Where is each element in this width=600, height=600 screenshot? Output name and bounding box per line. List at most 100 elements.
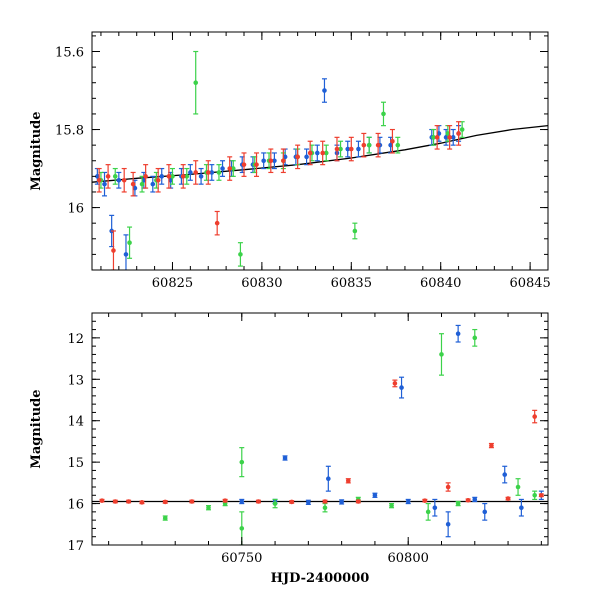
data-point — [116, 171, 122, 189]
data-point — [193, 160, 199, 185]
data-point — [482, 502, 488, 521]
data-point — [198, 167, 204, 185]
data-point — [389, 502, 395, 509]
y-tick-label: 16 — [67, 202, 84, 217]
data-point — [455, 500, 461, 507]
data-point — [431, 128, 437, 146]
data-point — [216, 164, 222, 181]
data-point — [505, 496, 511, 501]
data-point — [239, 447, 245, 478]
x-tick-label: 60835 — [331, 276, 372, 291]
data-point — [339, 499, 345, 505]
data-point — [187, 164, 193, 181]
data-point — [159, 167, 165, 185]
data-point — [255, 499, 261, 504]
data-point — [532, 409, 538, 424]
data-point — [392, 379, 398, 388]
data-point — [323, 144, 329, 162]
data-point — [502, 465, 508, 484]
data-point — [271, 152, 277, 170]
axes-frame — [91, 31, 549, 271]
data-point — [334, 136, 340, 162]
top-panel: 60825 60830 60835 60840 60845 15.6 15.8 16 Magni… — [29, 31, 551, 291]
series-1 — [98, 50, 465, 267]
plot-area — [92, 50, 548, 270]
data-point — [375, 132, 381, 158]
data-point — [239, 498, 245, 505]
series-2 — [99, 379, 544, 505]
data-point — [227, 156, 233, 181]
data-point — [538, 492, 544, 498]
data-point — [434, 125, 440, 150]
data-point — [456, 121, 462, 146]
data-point — [112, 167, 118, 185]
series-0 — [239, 324, 544, 538]
data-point — [532, 490, 538, 501]
data-point — [126, 499, 132, 504]
data-point — [307, 140, 313, 166]
data-point — [241, 152, 247, 177]
data-point — [405, 498, 411, 505]
data-point — [139, 175, 145, 193]
y-tick-label: 15.8 — [55, 124, 84, 139]
data-point — [432, 498, 438, 517]
data-point — [189, 499, 195, 504]
data-point — [314, 144, 320, 162]
data-point — [355, 499, 361, 504]
series-0 — [94, 78, 462, 270]
data-point — [320, 140, 326, 166]
data-point — [205, 160, 211, 185]
data-point — [123, 234, 129, 270]
data-point — [366, 136, 372, 154]
data-point — [282, 455, 288, 461]
y-tick-label: 12 — [67, 332, 84, 347]
data-point — [166, 164, 172, 189]
data-point — [345, 140, 351, 158]
y-tick-label: 15 — [67, 456, 84, 471]
data-point — [322, 502, 328, 513]
data-point — [222, 498, 228, 503]
data-point — [96, 167, 102, 193]
data-point — [518, 498, 524, 517]
data-point — [150, 175, 156, 193]
data-point — [209, 164, 215, 181]
data-point — [121, 167, 127, 193]
data-point — [220, 160, 226, 177]
data-point — [184, 167, 190, 185]
data-point — [447, 125, 453, 150]
data-point — [295, 144, 301, 170]
x-axis-label: HJD-2400000 — [271, 571, 370, 586]
data-point — [515, 478, 521, 496]
y-axis-label: Magnitude — [29, 111, 44, 190]
x-tick-label: 60800 — [388, 551, 429, 566]
data-point — [488, 442, 494, 449]
data-point — [445, 482, 451, 492]
x-tick-label: 60830 — [241, 276, 282, 291]
data-point — [280, 148, 286, 174]
x-tick-label: 60845 — [509, 276, 550, 291]
data-point — [193, 50, 199, 115]
data-point — [450, 128, 456, 146]
data-point — [361, 132, 367, 158]
data-point — [230, 160, 236, 177]
data-point — [169, 167, 175, 185]
data-point — [338, 140, 344, 158]
y-tick-label: 13 — [67, 373, 84, 388]
series-2 — [96, 121, 462, 270]
x-tick-label: 60840 — [420, 276, 461, 291]
data-point — [472, 328, 478, 347]
data-point — [237, 242, 243, 267]
data-point — [304, 148, 310, 166]
data-point — [112, 499, 118, 504]
data-point — [422, 498, 428, 503]
data-point — [155, 167, 161, 193]
model-curve — [92, 124, 548, 183]
data-point — [162, 499, 168, 505]
data-point — [305, 499, 311, 505]
axes-frame — [91, 312, 549, 546]
data-point — [272, 498, 278, 509]
data-point — [380, 101, 386, 127]
data-point — [355, 140, 361, 158]
data-point — [102, 171, 108, 197]
data-point — [162, 515, 168, 521]
